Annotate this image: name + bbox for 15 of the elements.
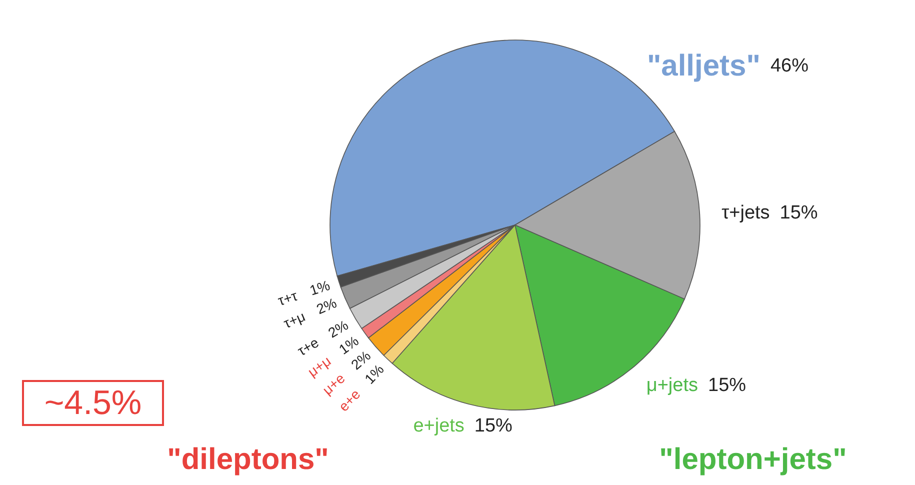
data-label: 2% <box>325 316 351 341</box>
slice-label: τ+μ <box>281 308 308 332</box>
data-label: 46% <box>770 55 809 76</box>
text: "dileptons" <box>167 443 329 476</box>
data-label: 15% <box>780 202 818 224</box>
data-label: 15% <box>708 374 746 396</box>
slice-label: "alljets" <box>646 49 760 82</box>
text: ~4.5% <box>44 384 142 422</box>
slice-label: μ+jets <box>646 374 698 396</box>
slice-label: τ+τ <box>276 287 300 309</box>
text: "lepton+jets" <box>659 443 847 476</box>
slice-label: τ+e <box>294 334 322 359</box>
slice-label: e+jets <box>413 414 464 436</box>
slice-label: τ+jets <box>722 202 770 224</box>
data-label: 15% <box>474 414 513 436</box>
